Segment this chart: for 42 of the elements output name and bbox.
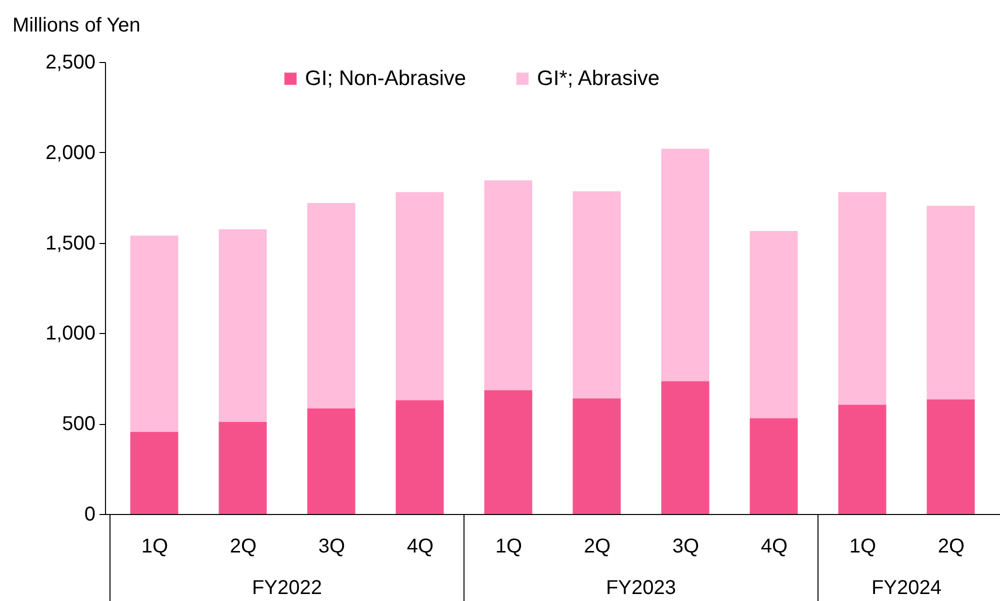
x-tick-label: 3Q: [672, 536, 700, 558]
x-tick-label: 2Q: [230, 536, 257, 558]
y-tick-label: 0: [84, 504, 96, 526]
bar: [572, 191, 621, 398]
bar: [750, 418, 798, 514]
x-tick-label: 1Q: [495, 536, 522, 558]
bar: [661, 148, 710, 382]
x-tick-label: 4Q: [406, 536, 434, 558]
bar: [926, 399, 975, 514]
text: FY2022: [252, 577, 322, 599]
bar: [130, 236, 178, 432]
bar: [484, 390, 532, 514]
y-tick-label: 2,500: [45, 52, 96, 74]
y-tick-label: 1,000: [45, 322, 96, 345]
bar: [572, 398, 621, 514]
text: FY2024: [871, 577, 942, 599]
bar: [307, 408, 356, 514]
y-axis-title: Millions of Yen: [12, 14, 140, 36]
x-tick-label: 4Q: [760, 536, 788, 558]
bar: [661, 381, 710, 514]
text: FY2023: [606, 577, 676, 599]
bar: [130, 432, 178, 514]
legend-label: GI*; Abrasive: [537, 66, 660, 90]
bar: [218, 422, 267, 514]
x-tick-label: 1Q: [849, 536, 876, 558]
x-tick-label: 2Q: [584, 536, 611, 558]
bar: [218, 229, 267, 422]
bar: [396, 400, 444, 514]
bar: [838, 192, 886, 405]
bar: [750, 231, 798, 418]
bar: [484, 180, 532, 390]
x-tick-label: 2Q: [938, 536, 965, 558]
y-tick-label: 1,500: [45, 232, 96, 254]
y-tick-label: 2,000: [45, 142, 96, 164]
legend-label: GI; Non-Abrasive: [305, 66, 466, 90]
bar: [838, 404, 886, 514]
bar: [307, 203, 356, 408]
bar: [926, 206, 975, 400]
bar: [396, 192, 444, 400]
y-tick-label: 500: [62, 413, 96, 436]
x-tick-label: 1Q: [141, 536, 168, 558]
x-tick-label: 3Q: [318, 536, 346, 558]
